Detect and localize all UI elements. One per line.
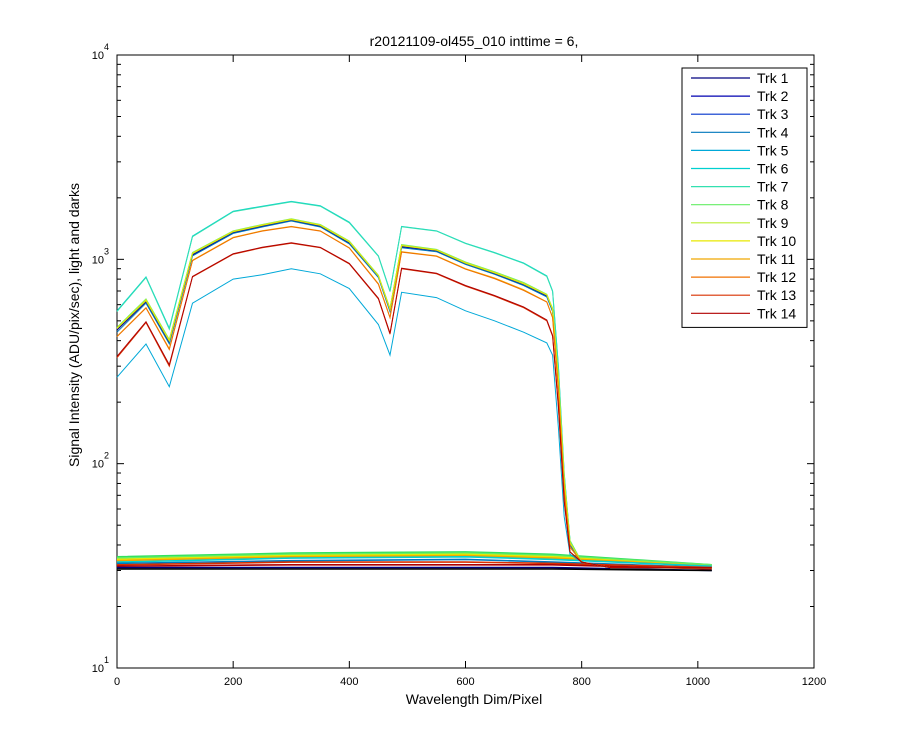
legend-label: Trk 13 (757, 287, 796, 303)
dark-series-line (116, 552, 712, 566)
legend-label: Trk 6 (757, 161, 789, 177)
legend-label: Trk 12 (757, 269, 796, 285)
series-line-trk-14 (116, 242, 712, 569)
legend-label: Trk 9 (757, 215, 789, 231)
x-tick-label: 1200 (802, 676, 826, 688)
dark-series-line (117, 566, 712, 572)
legend-label: Trk 7 (757, 179, 789, 195)
x-tick-label: 800 (572, 676, 590, 688)
legend-label: Trk 10 (757, 233, 796, 249)
x-tick-label: 1000 (686, 676, 710, 688)
y-tick-label: 102 (92, 451, 109, 471)
x-tick-label: 600 (456, 676, 474, 688)
legend-label: Trk 14 (757, 305, 796, 321)
y-tick-label: 101 (92, 655, 109, 675)
legend-label: Trk 4 (757, 124, 789, 140)
legend-label: Trk 5 (757, 142, 789, 158)
x-tick-label: 200 (224, 676, 242, 688)
legend-label: Trk 3 (757, 106, 789, 122)
dark-lines-group (116, 551, 712, 572)
legend-label: Trk 2 (757, 88, 789, 104)
y-tick-label: 103 (92, 246, 109, 266)
x-tick-label: 0 (114, 676, 120, 688)
axis-ticks-group (116, 54, 815, 669)
legend: Trk 1 Trk 2 Trk 3 Trk 4 Trk 5 Trk 6 Trk 7 Trk 8… (681, 67, 808, 328)
tick-labels-group: 0 200 400 600 800 1000 1200 101 102 103 104 (92, 42, 827, 688)
dark-series-line (116, 551, 712, 566)
dark-series-line (116, 555, 712, 567)
y-tick-label: 104 (92, 42, 109, 62)
dark-series-line (116, 553, 712, 567)
dark-series-line (117, 568, 712, 572)
y-axis-label: Signal Intensity (ADU/pix/sec), light an… (66, 183, 82, 467)
legend-label: Trk 8 (757, 197, 789, 213)
dark-series-line (116, 561, 712, 569)
legend-box (681, 67, 808, 328)
legend-label: Trk 1 (757, 70, 789, 86)
series-lines-group (116, 200, 712, 569)
dark-series-line (116, 554, 712, 567)
x-tick-label: 400 (340, 676, 358, 688)
x-axis-label: Wavelength Dim/Pixel (406, 691, 542, 707)
chart-title: r20121109-ol455_010 inttime = 6, (370, 33, 579, 49)
dark-series-line (116, 558, 712, 569)
series-line-trk-12 (116, 226, 712, 569)
legend-label: Trk 11 (757, 251, 795, 267)
series-line-trk-5 (116, 268, 712, 569)
